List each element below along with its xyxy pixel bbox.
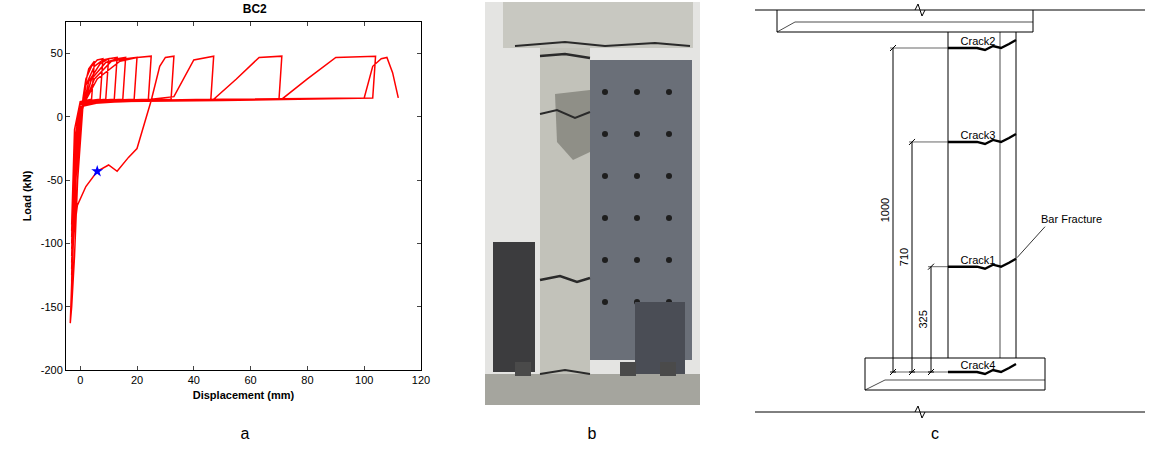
svg-text:0: 0 [77, 374, 83, 386]
svg-text:Crack1: Crack1 [961, 254, 996, 266]
svg-text:-100: -100 [41, 237, 63, 249]
svg-text:325: 325 [917, 310, 929, 328]
svg-text:Load (kN): Load (kN) [21, 170, 33, 221]
svg-text:Displacement (mm): Displacement (mm) [193, 389, 295, 401]
svg-text:Crack2: Crack2 [961, 35, 996, 47]
svg-text:-200: -200 [41, 364, 63, 376]
svg-text:40: 40 [188, 374, 200, 386]
svg-text:120: 120 [412, 374, 430, 386]
svg-text:100: 100 [355, 374, 373, 386]
svg-text:1000: 1000 [879, 198, 891, 222]
svg-text:50: 50 [51, 47, 63, 59]
svg-text:Crack3: Crack3 [961, 129, 996, 141]
svg-text:0: 0 [57, 111, 63, 123]
svg-text:BC2: BC2 [243, 2, 267, 16]
svg-text:Crack4: Crack4 [961, 359, 996, 371]
html-text:a: a [240, 425, 250, 442]
svg-text:20: 20 [131, 374, 143, 386]
svg-text:Bar Fracture: Bar Fracture [1041, 213, 1102, 225]
svg-text:80: 80 [301, 374, 313, 386]
svg-text:-50: -50 [47, 174, 63, 186]
html-text:c: c [931, 425, 939, 442]
html-text:b: b [587, 425, 597, 442]
svg-text:710: 710 [898, 248, 910, 266]
svg-text:60: 60 [244, 374, 256, 386]
svg-text:-150: -150 [41, 301, 63, 313]
